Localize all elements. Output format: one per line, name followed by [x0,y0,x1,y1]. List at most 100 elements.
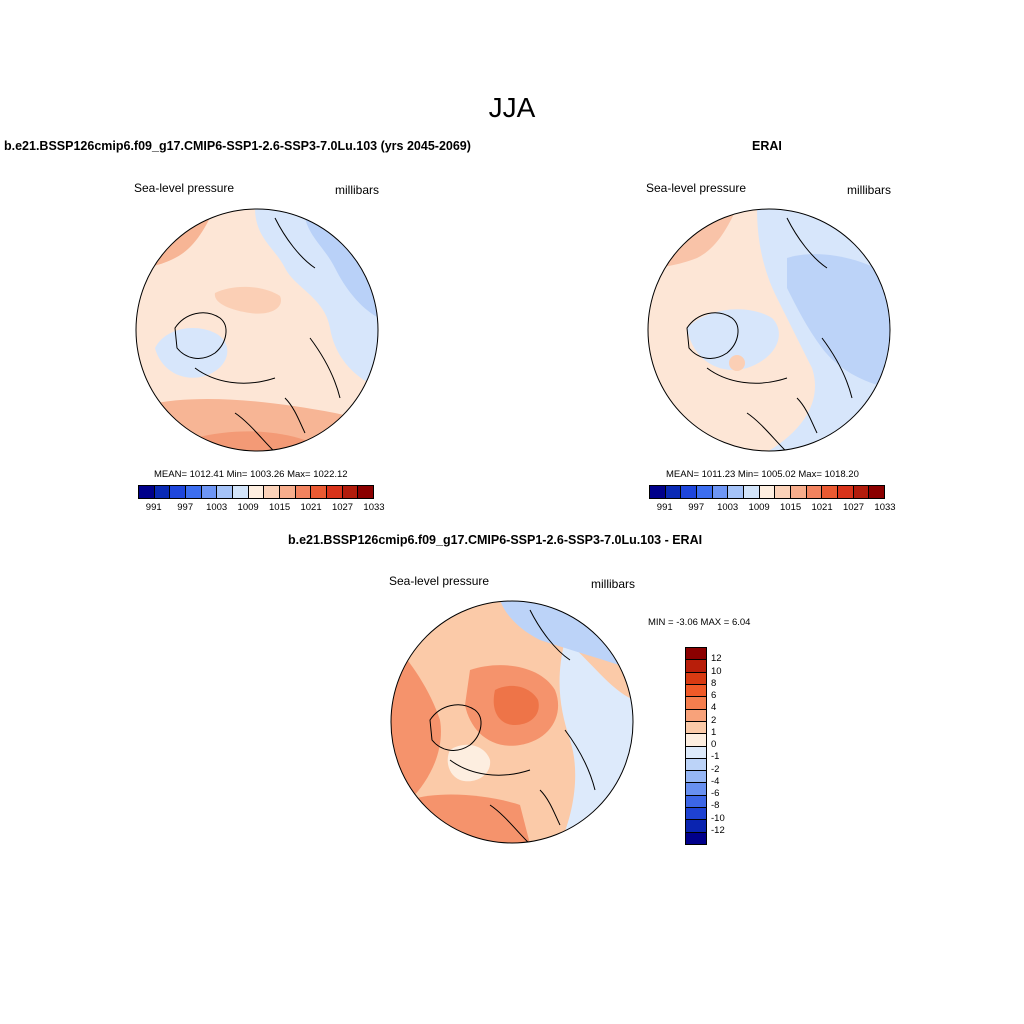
colorbar-tick-label: 1021 [300,502,322,513]
colorbar-swatch [686,697,706,710]
colorbar-swatch [686,771,706,784]
model-field-region [214,286,281,314]
colorbar-tick-label: -6 [711,787,720,799]
colorbar-swatch [806,486,823,498]
colorbar-swatch [686,734,706,747]
colorbar-tick-label: 0 [711,738,717,750]
diff-field-region [493,685,539,725]
colorbar-swatch [744,486,760,498]
model-colorbar: 991 997 1003 1009 1015 1021 1027 1033 [138,485,385,513]
colorbar-tick-label: 1015 [269,502,291,513]
colorbar-tick-label: -1 [711,751,720,763]
model-polar-map [135,208,379,452]
colorbar-tick-label: 1033 [363,502,385,513]
diff-field-region [447,744,491,782]
colorbar-swatch [295,486,312,498]
colorbar-tick-label: -2 [711,763,720,775]
model-case-title: b.e21.BSSP126cmip6.f09_g17.CMIP6-SSP1-2.… [4,139,471,153]
colorbar-swatch [686,709,706,722]
colorbar-swatch [358,486,374,498]
colorbar-swatch [681,486,698,498]
colorbar-tick-label: 1015 [780,502,802,513]
colorbar-swatch [686,820,706,833]
obs-stats: MEAN= 1011.23 Min= 1005.02 Max= 1018.20 [666,469,859,480]
obs-units-label: millibars [847,183,892,197]
model-field-region [305,218,378,318]
diff-variable-label: Sea-level pressure [389,574,490,588]
obs-colorbar: 991 997 1003 1009 1015 1021 1027 1033 [649,485,896,513]
colorbar-swatch [217,486,234,498]
model-variable-label: Sea-level pressure [134,181,235,195]
diff-field-region [559,640,633,843]
diff-colorbar-swatches [685,647,707,845]
colorbar-swatch [233,486,249,498]
colorbar-swatch [686,648,706,661]
colorbar-swatch [686,783,706,796]
colorbar-tick-label: -12 [711,824,725,836]
colorbar-tick-label: 991 [656,502,673,513]
colorbar-swatch [686,672,706,685]
colorbar-swatch [248,486,265,498]
colorbar-swatch [170,486,187,498]
colorbar-swatch [342,486,359,498]
diff-case-title: b.e21.BSSP126cmip6.f09_g17.CMIP6-SSP1-2.… [288,533,703,547]
colorbar-swatch [154,486,171,498]
main-title: JJA [488,92,536,123]
colorbar-swatch [686,660,706,673]
colorbar-swatch [665,486,682,498]
diff-coastlines [429,609,596,843]
colorbar-tick-label: -10 [711,812,725,824]
colorbar-tick-label: 1009 [748,502,770,513]
colorbar-swatch [697,486,713,498]
colorbar-swatch [728,486,745,498]
model-stats: MEAN= 1012.41 Min= 1003.26 Max= 1022.12 [154,469,348,480]
colorbar-swatch [853,486,870,498]
colorbar-swatch [686,721,706,735]
obs-polar-map [647,208,891,452]
colorbar-swatch [838,486,854,498]
obs-field-region [687,309,779,370]
colorbar-swatch [280,486,296,498]
colorbar-tick-label: 1021 [811,502,833,513]
colorbar-tick-label: 12 [711,653,722,665]
model-field-region [155,328,228,378]
colorbar-tick-label: 1003 [717,502,739,513]
model-coastlines [174,217,341,451]
colorbar-swatch [686,684,706,698]
diff-colorbar-labels: 12 10 8 6 4 2 1 0 -1 -2 -4 -6 -8 -10 -12 [711,647,751,843]
colorbar-swatch [822,486,839,498]
colorbar-swatch [686,758,706,772]
obs-colorbar-swatches [649,485,885,499]
model-colorbar-labels: 991 997 1003 1009 1015 1021 1027 1033 [138,499,385,513]
colorbar-tick-label: 1003 [206,502,228,513]
colorbar-swatch [650,486,666,498]
colorbar-tick-label: 1 [711,726,717,738]
diff-minmax: MIN = -3.06 MAX = 6.04 [648,617,751,628]
colorbar-tick-label: 991 [145,502,162,513]
colorbar-tick-label: 8 [711,677,717,689]
diff-polar-map [390,600,634,844]
diff-field-region [391,640,441,810]
diff-units-label: millibars [591,577,636,591]
colorbar-tick-label: 4 [711,702,717,714]
colorbar-tick-label: 6 [711,689,717,701]
colorbar-tick-label: 1009 [237,502,259,513]
colorbar-swatch [186,486,202,498]
obs-variable-label: Sea-level pressure [646,181,747,195]
obs-case-title: ERAI [752,139,782,153]
colorbar-swatch [686,795,706,809]
colorbar-tick-label: 2 [711,714,717,726]
colorbar-swatch [201,486,218,498]
colorbar-swatch [139,486,155,498]
model-units-label: millibars [335,183,380,197]
colorbar-swatch [869,486,885,498]
obs-colorbar-labels: 991 997 1003 1009 1015 1021 1027 1033 [649,499,896,513]
colorbar-tick-label: 997 [688,502,705,513]
colorbar-swatch [775,486,792,498]
colorbar-swatch [686,746,706,759]
colorbar-tick-label: -4 [711,775,720,787]
diff-colorbar: 12 10 8 6 4 2 1 0 -1 -2 -4 -6 -8 -10 -12 [685,647,725,845]
colorbar-swatch [264,486,281,498]
colorbar-tick-label: 997 [177,502,194,513]
obs-field-region [787,254,890,388]
